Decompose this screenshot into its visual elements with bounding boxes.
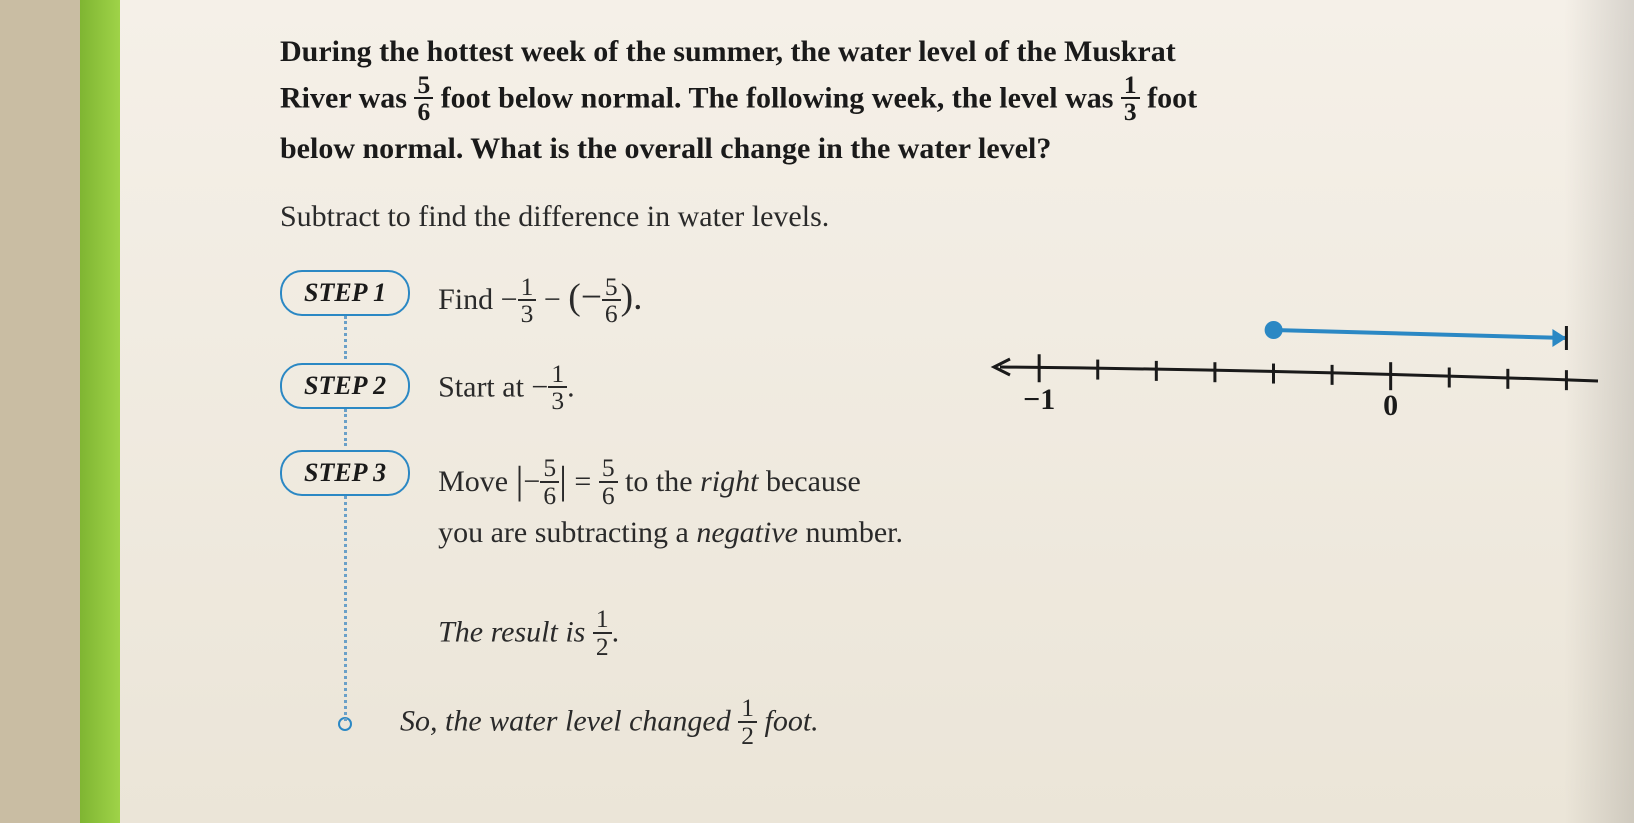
problem-line2-a: River was (280, 81, 414, 114)
fraction: 12 (738, 695, 757, 748)
problem-line3: below normal. What is the overall change… (280, 132, 1051, 165)
problem-statement: During the hottest week of the summer, t… (280, 30, 1594, 170)
svg-text:−1: −1 (1023, 383, 1055, 416)
number-line: −1 0 (984, 302, 1604, 422)
fraction-5-6: 56 (414, 72, 433, 125)
step-connector-dots (344, 316, 348, 359)
svg-text:0: 0 (1383, 389, 1398, 422)
green-accent-strip (80, 0, 120, 823)
step-connector-dots (344, 409, 348, 446)
fraction: 12 (593, 606, 612, 659)
step-3-row: STEP 3 Move |−56| = 56 to the right beca… (280, 450, 1594, 662)
step-2-badge: STEP 2 (280, 363, 410, 409)
left-margin (0, 0, 80, 823)
instruction-text: Subtract to find the difference in water… (280, 200, 1594, 234)
step-3-badge: STEP 3 (280, 450, 410, 496)
fraction: 13 (548, 361, 567, 414)
fraction: 56 (602, 274, 621, 327)
fraction: 56 (599, 455, 618, 508)
fraction: 56 (540, 455, 559, 508)
problem-line1: During the hottest week of the summer, t… (280, 35, 1176, 68)
step-1-badge: STEP 1 (280, 270, 410, 316)
fraction-1-3: 13 (1121, 72, 1140, 125)
problem-line2-c: foot (1140, 81, 1197, 114)
fraction: 13 (518, 274, 537, 327)
step-connector-dots (344, 496, 348, 722)
conclusion-text: So, the water level changed 12 foot. (400, 697, 819, 750)
conclusion-row: So, the water level changed 12 foot. (280, 697, 1594, 750)
problem-line2-b: foot below normal. The following week, t… (433, 81, 1121, 114)
step-3-content: Move |−56| = 56 to the right because you… (438, 450, 1594, 662)
